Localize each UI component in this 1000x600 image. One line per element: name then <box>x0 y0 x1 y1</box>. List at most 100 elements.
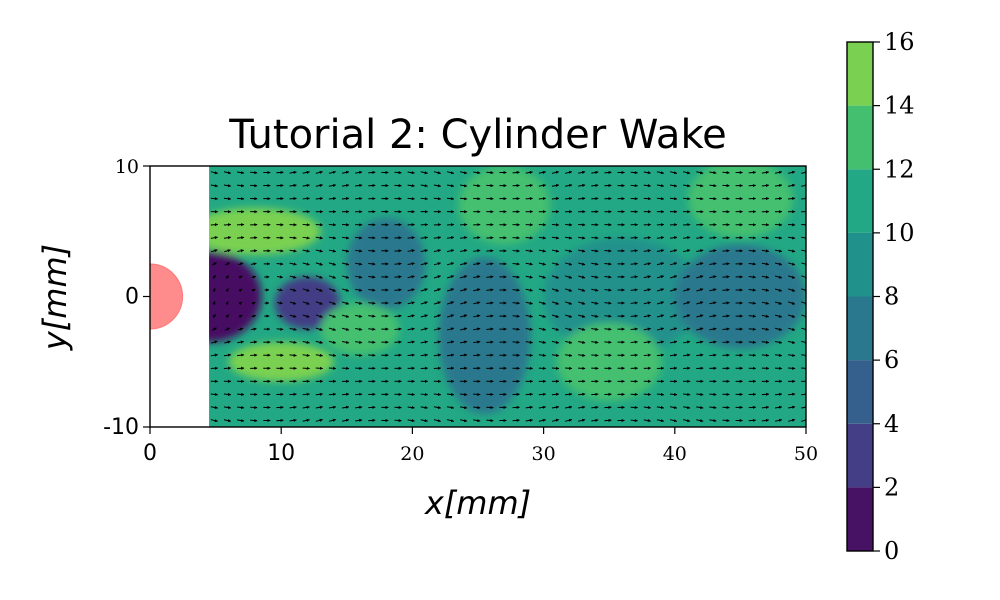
velocity-arrow <box>788 392 796 396</box>
velocity-arrow <box>446 171 455 175</box>
velocity-arrow <box>224 340 231 344</box>
velocity-arrow <box>420 184 428 188</box>
velocity-arrow <box>656 184 665 188</box>
velocity-arrow <box>578 262 586 266</box>
velocity-arrow <box>578 392 586 396</box>
velocity-arrow <box>551 301 560 305</box>
velocity-arrow <box>696 419 704 423</box>
velocity-arrow <box>420 340 428 344</box>
velocity-arrow <box>486 262 494 266</box>
velocity-arrow <box>591 249 599 253</box>
velocity-arrow <box>774 392 783 396</box>
velocity-arrow <box>277 301 283 305</box>
velocity-arrow <box>761 314 770 318</box>
velocity-arrow <box>578 314 586 318</box>
velocity-arrow <box>696 275 704 279</box>
velocity-arrow <box>460 314 468 318</box>
velocity-arrow <box>709 314 717 318</box>
velocity-arrow <box>328 236 337 240</box>
velocity-arrow <box>302 327 310 331</box>
velocity-arrow <box>774 301 783 305</box>
velocity-arrow <box>525 340 533 344</box>
colorbar-segment <box>847 296 873 361</box>
velocity-arrow <box>210 171 218 175</box>
velocity-arrow <box>302 183 310 188</box>
velocity-arrow <box>551 392 560 396</box>
velocity-arrow <box>591 288 599 292</box>
velocity-arrow <box>512 275 520 279</box>
velocity-arrow <box>722 301 730 305</box>
velocity-arrow <box>460 327 468 331</box>
velocity-arrow <box>591 314 599 318</box>
velocity-arrow <box>801 314 806 318</box>
velocity-arrow <box>551 196 560 201</box>
velocity-arrow <box>669 236 678 240</box>
velocity-arrow <box>525 353 533 357</box>
velocity-arrow <box>696 301 704 305</box>
velocity-arrow <box>696 327 704 331</box>
velocity-arrow <box>538 249 547 253</box>
velocity-arrow <box>289 262 297 266</box>
velocity-arrow <box>341 275 350 279</box>
velocity-arrow <box>368 314 376 318</box>
velocity-arrow <box>460 184 468 188</box>
velocity-arrow <box>394 249 402 253</box>
velocity-arrow <box>407 249 415 253</box>
velocity-arrow <box>656 405 665 410</box>
velocity-arrow <box>420 327 428 331</box>
velocity-arrow <box>420 249 428 253</box>
velocity-arrow <box>656 275 665 279</box>
velocity-arrow <box>460 262 468 266</box>
velocity-arrow <box>486 249 494 253</box>
velocity-arrow <box>210 405 219 410</box>
velocity-arrow <box>446 197 455 201</box>
velocity-arrow <box>315 262 323 266</box>
velocity-arrow <box>394 288 402 292</box>
velocity-arrow <box>722 418 730 423</box>
velocity-arrow <box>433 262 442 266</box>
velocity-arrow <box>394 314 402 318</box>
velocity-arrow <box>315 183 324 188</box>
velocity-arrow <box>420 405 428 410</box>
velocity-arrow <box>225 275 230 279</box>
velocity-arrow <box>328 314 336 318</box>
velocity-arrow <box>696 249 704 253</box>
velocity-arrow <box>696 236 704 240</box>
cylinder-marker <box>150 263 184 330</box>
velocity-arrow <box>433 353 442 357</box>
velocity-arrow <box>748 262 757 266</box>
velocity-arrow <box>223 419 232 423</box>
velocity-arrow <box>538 340 547 344</box>
velocity-arrow <box>604 314 612 318</box>
colorbar-segment <box>847 105 873 170</box>
velocity-arrow <box>578 183 586 188</box>
y-tick-label: 10 <box>115 156 139 178</box>
velocity-arrow <box>774 405 783 409</box>
velocity-arrow <box>473 301 481 305</box>
velocity-arrow <box>656 419 665 423</box>
y-axis-label: y[mm] <box>36 244 74 351</box>
chart-title: Tutorial 2: Cylinder Wake <box>228 112 727 158</box>
velocity-arrow <box>578 170 586 174</box>
velocity-arrow <box>683 353 691 357</box>
velocity-arrow <box>656 353 665 357</box>
velocity-arrow <box>394 275 402 279</box>
velocity-arrow <box>788 236 796 240</box>
colorbar-tick-label: 2 <box>884 473 899 501</box>
velocity-arrow <box>407 301 415 305</box>
velocity-arrow <box>748 314 757 318</box>
velocity-arrow <box>564 405 573 409</box>
velocity-arrow <box>683 392 691 397</box>
velocity-arrow <box>446 236 455 240</box>
velocity-arrow <box>302 418 310 422</box>
velocity-arrow <box>212 301 216 305</box>
velocity-arrow <box>761 288 770 292</box>
velocity-arrow <box>433 236 442 240</box>
field-feature <box>438 257 531 414</box>
velocity-arrow <box>512 262 520 266</box>
velocity-arrow <box>722 249 730 253</box>
colorbar-tick-label: 8 <box>884 283 899 311</box>
velocity-arrow <box>591 170 599 175</box>
velocity-arrow <box>538 418 547 422</box>
velocity-arrow <box>630 275 638 279</box>
